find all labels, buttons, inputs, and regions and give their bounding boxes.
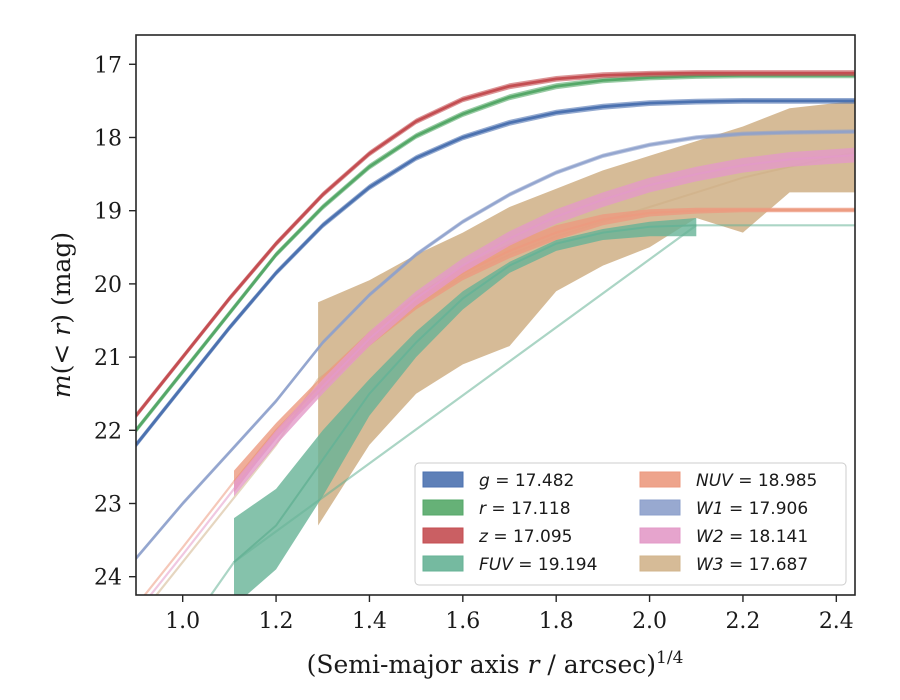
legend-label-nuv: NUV = 18.985 [696,471,817,491]
series-g-line [136,99,855,446]
legend-label-w2: W2 = 18.141 [696,527,808,547]
series-fuv-line [233,224,697,563]
legend-label-r: r = 17.118 [479,499,571,519]
x-tick-label: 1.0 [165,609,200,634]
y-tick-label: 19 [94,200,122,225]
series-w2-line [233,154,855,490]
series-fuv-band [234,218,697,595]
legend-swatch-g [422,471,464,488]
series-nuv-extension [143,480,235,595]
legend-swatch-w3 [639,555,681,572]
legend-swatch-fuv [422,555,464,572]
y-tick-label: 17 [94,53,122,78]
legend-label-fuv: FUV = 19.194 [479,555,597,575]
x-tick-label: 1.6 [445,609,480,634]
legend-swatch-r [422,499,464,516]
legend-swatch-w1 [639,499,681,516]
x-axis: 1.0 1.2 1.4 1.6 1.8 2.0 2.2 2.4 [165,595,854,634]
legend-box [414,462,847,586]
series-z-line [136,71,855,417]
series-w1-line [136,130,855,560]
legend: g = 17.482 r = 17.118 z = 17.095 FUV = 19.1… [414,462,847,586]
y-tick-label: 23 [94,492,122,517]
series-w2-extension [149,488,235,595]
y-tick-label: 24 [94,566,122,591]
series-group [136,70,855,595]
legend-label-w3: W3 = 17.687 [696,555,808,575]
x-tick-label: 1.2 [259,609,294,634]
legend-label-w1: W1 = 17.906 [696,499,808,519]
x-tick-label: 1.4 [352,609,387,634]
x-tick-label: 1.8 [539,609,574,634]
legend-swatch-w2 [639,527,681,544]
plot-frame [135,34,856,596]
y-axis-label: m(< r) (mag) [47,232,76,398]
y-tick-label: 20 [94,273,122,298]
x-axis-label: (Semi-major axis r / arcsec)1/4 [307,648,684,679]
y-tick-label: 21 [94,346,122,371]
x-tick-label: 2.0 [632,609,667,634]
legend-swatch-z [422,527,464,544]
y-axis: 17 18 19 20 21 22 23 24 [94,53,136,591]
y-tick-label: 18 [94,126,122,151]
legend-label-z: z = 17.095 [478,527,572,547]
legend-swatch-nuv [639,471,681,488]
x-tick-label: 2.4 [819,609,854,634]
series-w2-band [234,147,855,497]
x-tick-label: 2.2 [725,609,760,634]
y-tick-label: 22 [94,419,122,444]
series-w3-band [318,100,855,526]
legend-label-g: g = 17.482 [479,471,574,491]
